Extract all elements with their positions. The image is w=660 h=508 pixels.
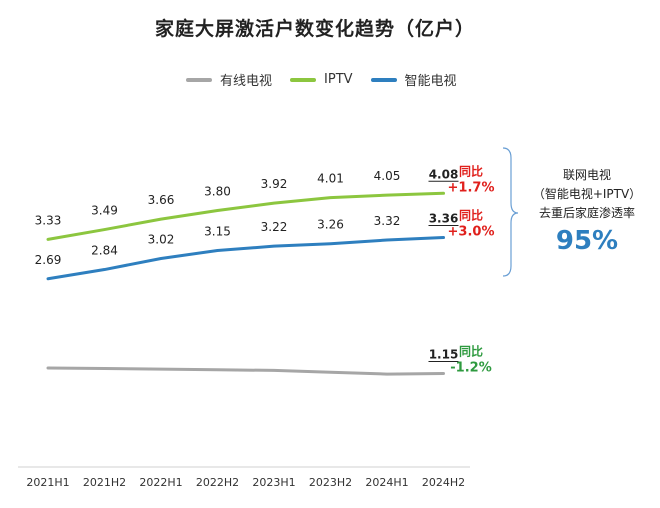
data-label-smart-tv: 3.22 [261, 220, 288, 234]
legend-swatch-smart-tv [370, 77, 397, 82]
series-line-iptv [46, 191, 445, 241]
yoy-label-smart-tv: 同比 [459, 208, 483, 223]
data-label-smart-tv: 3.36 [429, 212, 459, 226]
yoy-value-cable: -1.2% [450, 360, 491, 375]
penetration-note-line3: 去重后家庭渗透率 [538, 206, 635, 220]
data-label-smart-tv: 3.26 [317, 218, 344, 232]
x-tick-label: 2023H2 [309, 476, 352, 489]
data-label-iptv: 4.05 [374, 169, 401, 183]
data-label-iptv: 3.92 [261, 177, 288, 191]
data-label-smart-tv: 2.69 [35, 253, 62, 267]
legend-label-iptv: IPTV [324, 72, 353, 87]
x-tick-label: 2023H1 [252, 476, 295, 489]
x-tick-label: 2022H1 [139, 476, 182, 489]
penetration-note-line2: （智能电视+IPTV） [532, 187, 642, 201]
group-bracket [502, 147, 519, 277]
penetration-note-line1: 联网电视 [562, 168, 611, 182]
series-line-smart-tv [46, 236, 445, 281]
data-label-iptv: 3.66 [148, 193, 175, 207]
legend-label-cable: 有线电视 [220, 74, 273, 89]
yoy-value-smart-tv: +3.0% [448, 225, 495, 240]
yoy-label-cable: 同比 [459, 343, 483, 358]
x-tick-label: 2024H2 [422, 476, 465, 489]
yoy-label-iptv: 同比 [459, 163, 483, 178]
x-tick-label: 2022H2 [196, 476, 239, 489]
legend-label-smart-tv: 智能电视 [404, 74, 457, 89]
legend-swatch-iptv [290, 77, 317, 82]
chart-title: 家庭大屏激活户数变化趋势（亿户） [154, 18, 475, 40]
data-label-iptv: 4.01 [317, 172, 344, 186]
data-label-smart-tv: 3.02 [148, 232, 175, 246]
legend-item-smart-tv: 智能电视 [370, 70, 457, 89]
legend-swatch-cable [186, 77, 212, 82]
x-tick-label: 2021H2 [83, 476, 126, 489]
data-label-smart-tv: 3.32 [374, 214, 401, 228]
legend-item-cable: 有线电视 [186, 70, 272, 89]
legend: 有线电视 IPTV 智能电视 [186, 70, 457, 89]
series-line-cable [46, 366, 445, 376]
yoy-value-iptv: +1.7% [448, 180, 495, 195]
data-label-iptv: 3.33 [35, 213, 62, 227]
data-label-smart-tv: 2.84 [91, 244, 118, 258]
data-label-iptv: 3.49 [91, 204, 118, 218]
penetration-value: 95% [555, 226, 619, 256]
data-label-smart-tv: 3.15 [204, 224, 231, 238]
penetration-note: 联网电视 （智能电视+IPTV） 去重后家庭渗透率 95% [520, 166, 654, 257]
data-label-cable: 1.15 [429, 347, 459, 361]
data-label-iptv: 4.08 [429, 167, 459, 181]
legend-item-iptv: IPTV [290, 72, 353, 87]
x-tick-label: 2024H1 [365, 476, 408, 489]
x-tick-label: 2021H1 [26, 476, 69, 489]
data-label-iptv: 3.80 [204, 185, 231, 199]
